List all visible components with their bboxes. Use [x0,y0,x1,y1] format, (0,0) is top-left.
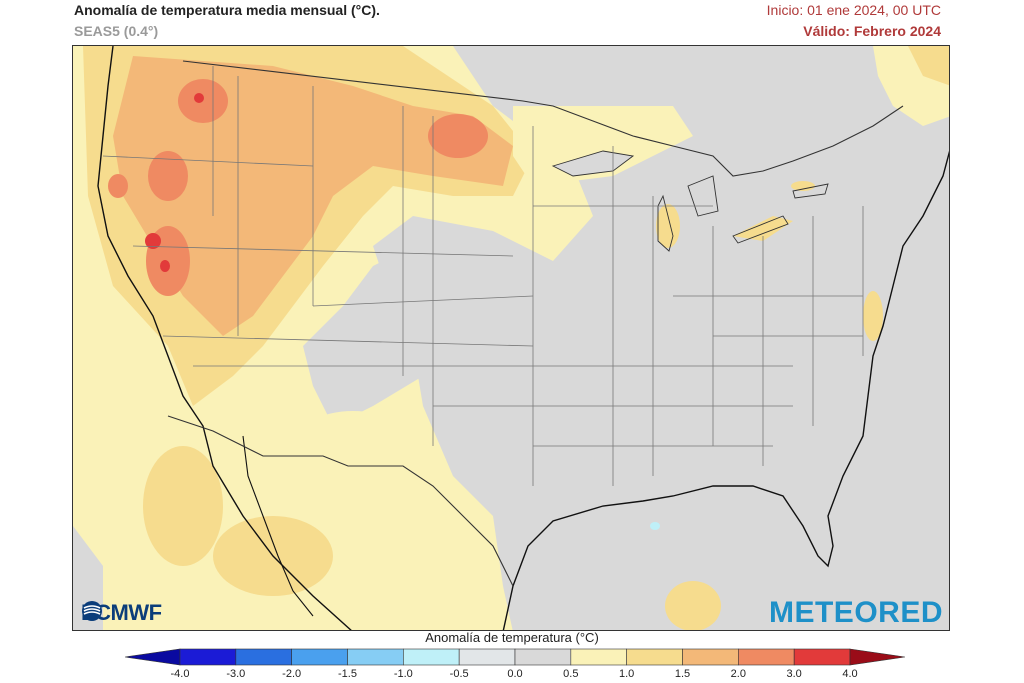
init-time: Inicio: 01 ene 2024, 00 UTC [766,2,941,18]
red-anomaly-patch [160,260,170,272]
state-boundaries [102,66,864,486]
colorbar-tick-label: 1.5 [674,668,691,680]
us-canada-border [182,60,904,177]
red-anomaly-patch [145,233,161,249]
lake-ontario [792,183,829,199]
red-anomaly-patch [194,93,204,103]
colorbar-cell [347,648,404,666]
us-mexico-border [167,415,514,587]
ecmwf-logo: ECMWF [81,600,162,626]
dark-orange-patch [148,151,188,201]
colorbar-cell [514,648,572,666]
lake-erie [732,215,789,244]
colorbar-cell [179,648,237,666]
colorbar-cell [682,648,739,666]
pacific-coastline [97,46,352,630]
valid-period: Válido: Febrero 2024 [803,23,941,39]
map-title: Anomalía de temperatura media mensual (°… [74,2,380,18]
colorbar-low-arrow [125,648,181,666]
colorbar-high-arrow [849,648,905,666]
colorbar-title: Anomalía de temperatura (°C) [425,630,599,645]
colorbar-tick-label: -0.5 [449,668,469,680]
colorbar-tick-label: 4.0 [842,668,858,680]
colorbar-tick-label: -2.0 [282,668,302,680]
meteored-logo: METEORED [768,596,943,629]
colorbar-tick-label: 0.0 [507,668,523,680]
colorbar-tick-label: -3.0 [226,668,246,680]
light-blue-patch [650,522,660,530]
dark-orange-patch [428,114,488,158]
colorbar-tick-label: -4.0 [170,668,190,680]
model-subtitle: SEAS5 (0.4°) [74,23,159,39]
ecmwf-globe-icon [82,601,102,621]
colorbar-cell [738,648,795,666]
colorbar-cell [793,648,851,666]
colorbar [125,648,905,666]
anomaly-map[interactable]: ECMWF METEORED [72,45,950,631]
colorbar-tick-label: -1.5 [338,668,357,680]
colorbar-tick-label: 2.0 [730,668,746,680]
baja-coastline [242,435,314,617]
colorbar-cell [291,648,348,666]
colorbar-tick-label: 0.5 [563,668,579,680]
colorbar-cell [570,648,627,666]
colorbar-cell [458,648,516,666]
map-canvas [73,46,949,630]
colorbar-tick-label: 1.0 [619,668,635,680]
colorbar-cell [403,648,460,666]
colorbar-cell [235,648,292,666]
lake-michigan [657,194,674,252]
atlantic-gulf-coastline [502,150,949,630]
colorbar-tick-label: 3.0 [786,668,802,680]
colorbar-cell [626,648,683,666]
colorbar-tick-label: -1.0 [393,668,413,680]
